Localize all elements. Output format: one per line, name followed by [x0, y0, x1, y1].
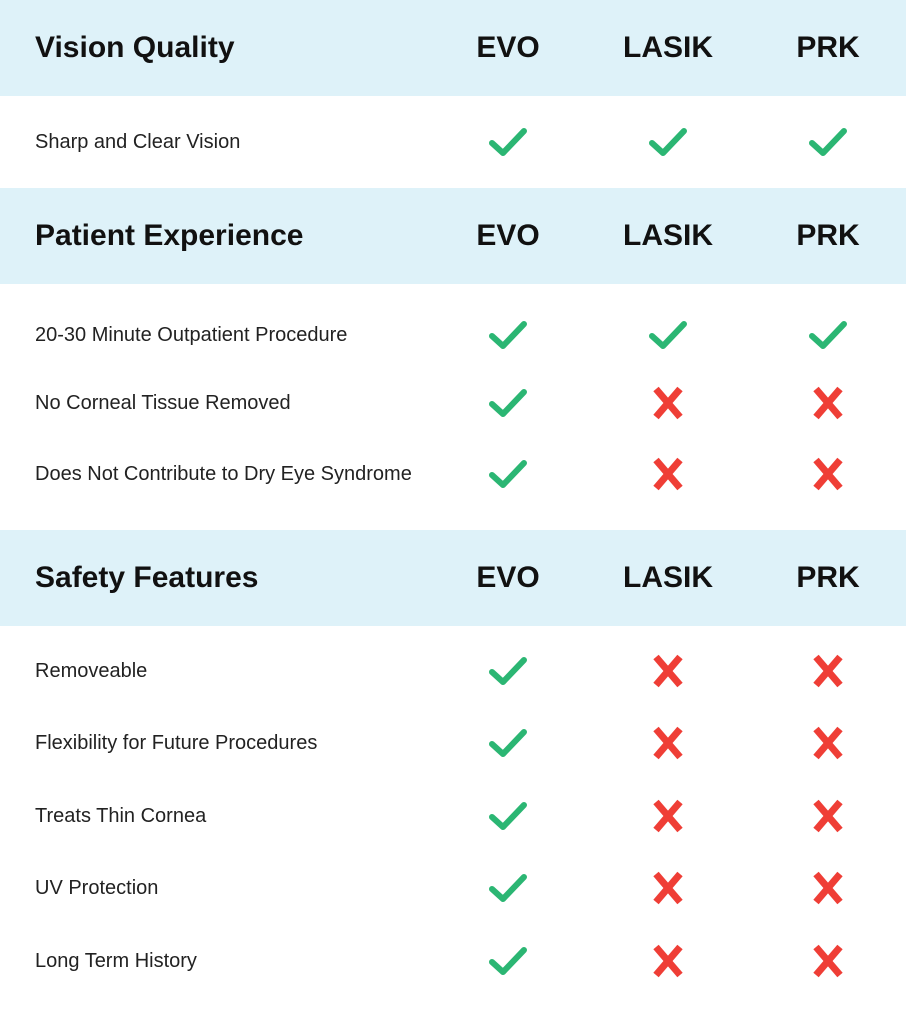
- cross-mark-cell: [608, 708, 728, 778]
- check-icon: [489, 874, 527, 902]
- cross-icon: [813, 944, 843, 978]
- check-mark-cell: [448, 708, 568, 778]
- section-title: Patient Experience: [35, 219, 304, 252]
- feature-label: Removeable: [35, 659, 148, 682]
- section-header-patient-experience: Patient Experience EVO LASIK PRK: [0, 188, 906, 284]
- cross-icon: [653, 944, 683, 978]
- cross-icon: [813, 726, 843, 760]
- feature-row: Does Not Contribute to Dry Eye Syndrome: [0, 439, 906, 509]
- section-header-vision-quality: Vision Quality EVO LASIK PRK: [0, 0, 906, 96]
- check-mark-cell: [448, 300, 568, 370]
- section-title: Vision Quality: [35, 31, 235, 64]
- cross-mark-cell: [608, 781, 728, 851]
- feature-label: Sharp and Clear Vision: [35, 130, 241, 153]
- check-icon: [489, 128, 527, 156]
- feature-label: No Corneal Tissue Removed: [35, 391, 291, 414]
- check-icon: [809, 321, 847, 349]
- cross-icon: [813, 871, 843, 905]
- check-icon: [489, 657, 527, 685]
- feature-row: 20-30 Minute Outpatient Procedure: [0, 300, 906, 370]
- check-mark-cell: [448, 96, 568, 188]
- cross-mark-cell: [608, 368, 728, 438]
- feature-row: Flexibility for Future Procedures: [0, 708, 906, 778]
- check-mark-cell: [448, 439, 568, 509]
- check-icon: [489, 321, 527, 349]
- feature-row: Long Term History: [0, 926, 906, 996]
- cross-mark-cell: [768, 926, 888, 996]
- cross-mark-cell: [768, 439, 888, 509]
- feature-label: UV Protection: [35, 876, 159, 899]
- cross-mark-cell: [768, 853, 888, 923]
- cross-icon: [813, 654, 843, 688]
- cross-mark-cell: [768, 781, 888, 851]
- check-icon: [489, 947, 527, 975]
- feature-label: Long Term History: [35, 949, 197, 972]
- check-icon: [489, 460, 527, 488]
- check-mark-cell: [608, 300, 728, 370]
- column-header-evo: EVO: [476, 561, 540, 594]
- check-mark-cell: [768, 96, 888, 188]
- cross-icon: [653, 654, 683, 688]
- feature-label: 20-30 Minute Outpatient Procedure: [35, 323, 348, 346]
- check-mark-cell: [448, 853, 568, 923]
- feature-row: UV Protection: [0, 853, 906, 923]
- check-mark-cell: [448, 636, 568, 706]
- cross-mark-cell: [608, 439, 728, 509]
- cross-mark-cell: [608, 853, 728, 923]
- check-icon: [809, 128, 847, 156]
- feature-row: No Corneal Tissue Removed: [0, 368, 906, 438]
- cross-mark-cell: [608, 926, 728, 996]
- cross-icon: [653, 871, 683, 905]
- check-icon: [649, 128, 687, 156]
- cross-icon: [813, 799, 843, 833]
- column-header-prk: PRK: [796, 31, 860, 64]
- cross-icon: [813, 386, 843, 420]
- cross-icon: [653, 457, 683, 491]
- check-icon: [649, 321, 687, 349]
- check-mark-cell: [448, 926, 568, 996]
- section-title: Safety Features: [35, 561, 259, 594]
- feature-row: Treats Thin Cornea: [0, 781, 906, 851]
- section-header-safety-features: Safety Features EVO LASIK PRK: [0, 530, 906, 626]
- column-header-evo: EVO: [476, 219, 540, 252]
- check-icon: [489, 389, 527, 417]
- check-mark-cell: [608, 96, 728, 188]
- check-icon: [489, 802, 527, 830]
- feature-row: Removeable: [0, 636, 906, 706]
- column-header-prk: PRK: [796, 561, 860, 594]
- check-icon: [489, 729, 527, 757]
- cross-mark-cell: [768, 708, 888, 778]
- feature-label: Flexibility for Future Procedures: [35, 731, 318, 754]
- feature-row: Sharp and Clear Vision: [0, 96, 906, 188]
- feature-label: Treats Thin Cornea: [35, 804, 207, 827]
- cross-icon: [813, 457, 843, 491]
- cross-mark-cell: [608, 636, 728, 706]
- column-header-lasik: LASIK: [623, 31, 713, 64]
- cross-mark-cell: [768, 636, 888, 706]
- cross-icon: [653, 726, 683, 760]
- column-header-evo: EVO: [476, 31, 540, 64]
- cross-mark-cell: [768, 368, 888, 438]
- feature-label: Does Not Contribute to Dry Eye Syndrome: [35, 462, 412, 485]
- column-header-prk: PRK: [796, 219, 860, 252]
- cross-icon: [653, 386, 683, 420]
- column-header-lasik: LASIK: [623, 219, 713, 252]
- check-mark-cell: [448, 368, 568, 438]
- column-header-lasik: LASIK: [623, 561, 713, 594]
- check-mark-cell: [768, 300, 888, 370]
- check-mark-cell: [448, 781, 568, 851]
- cross-icon: [653, 799, 683, 833]
